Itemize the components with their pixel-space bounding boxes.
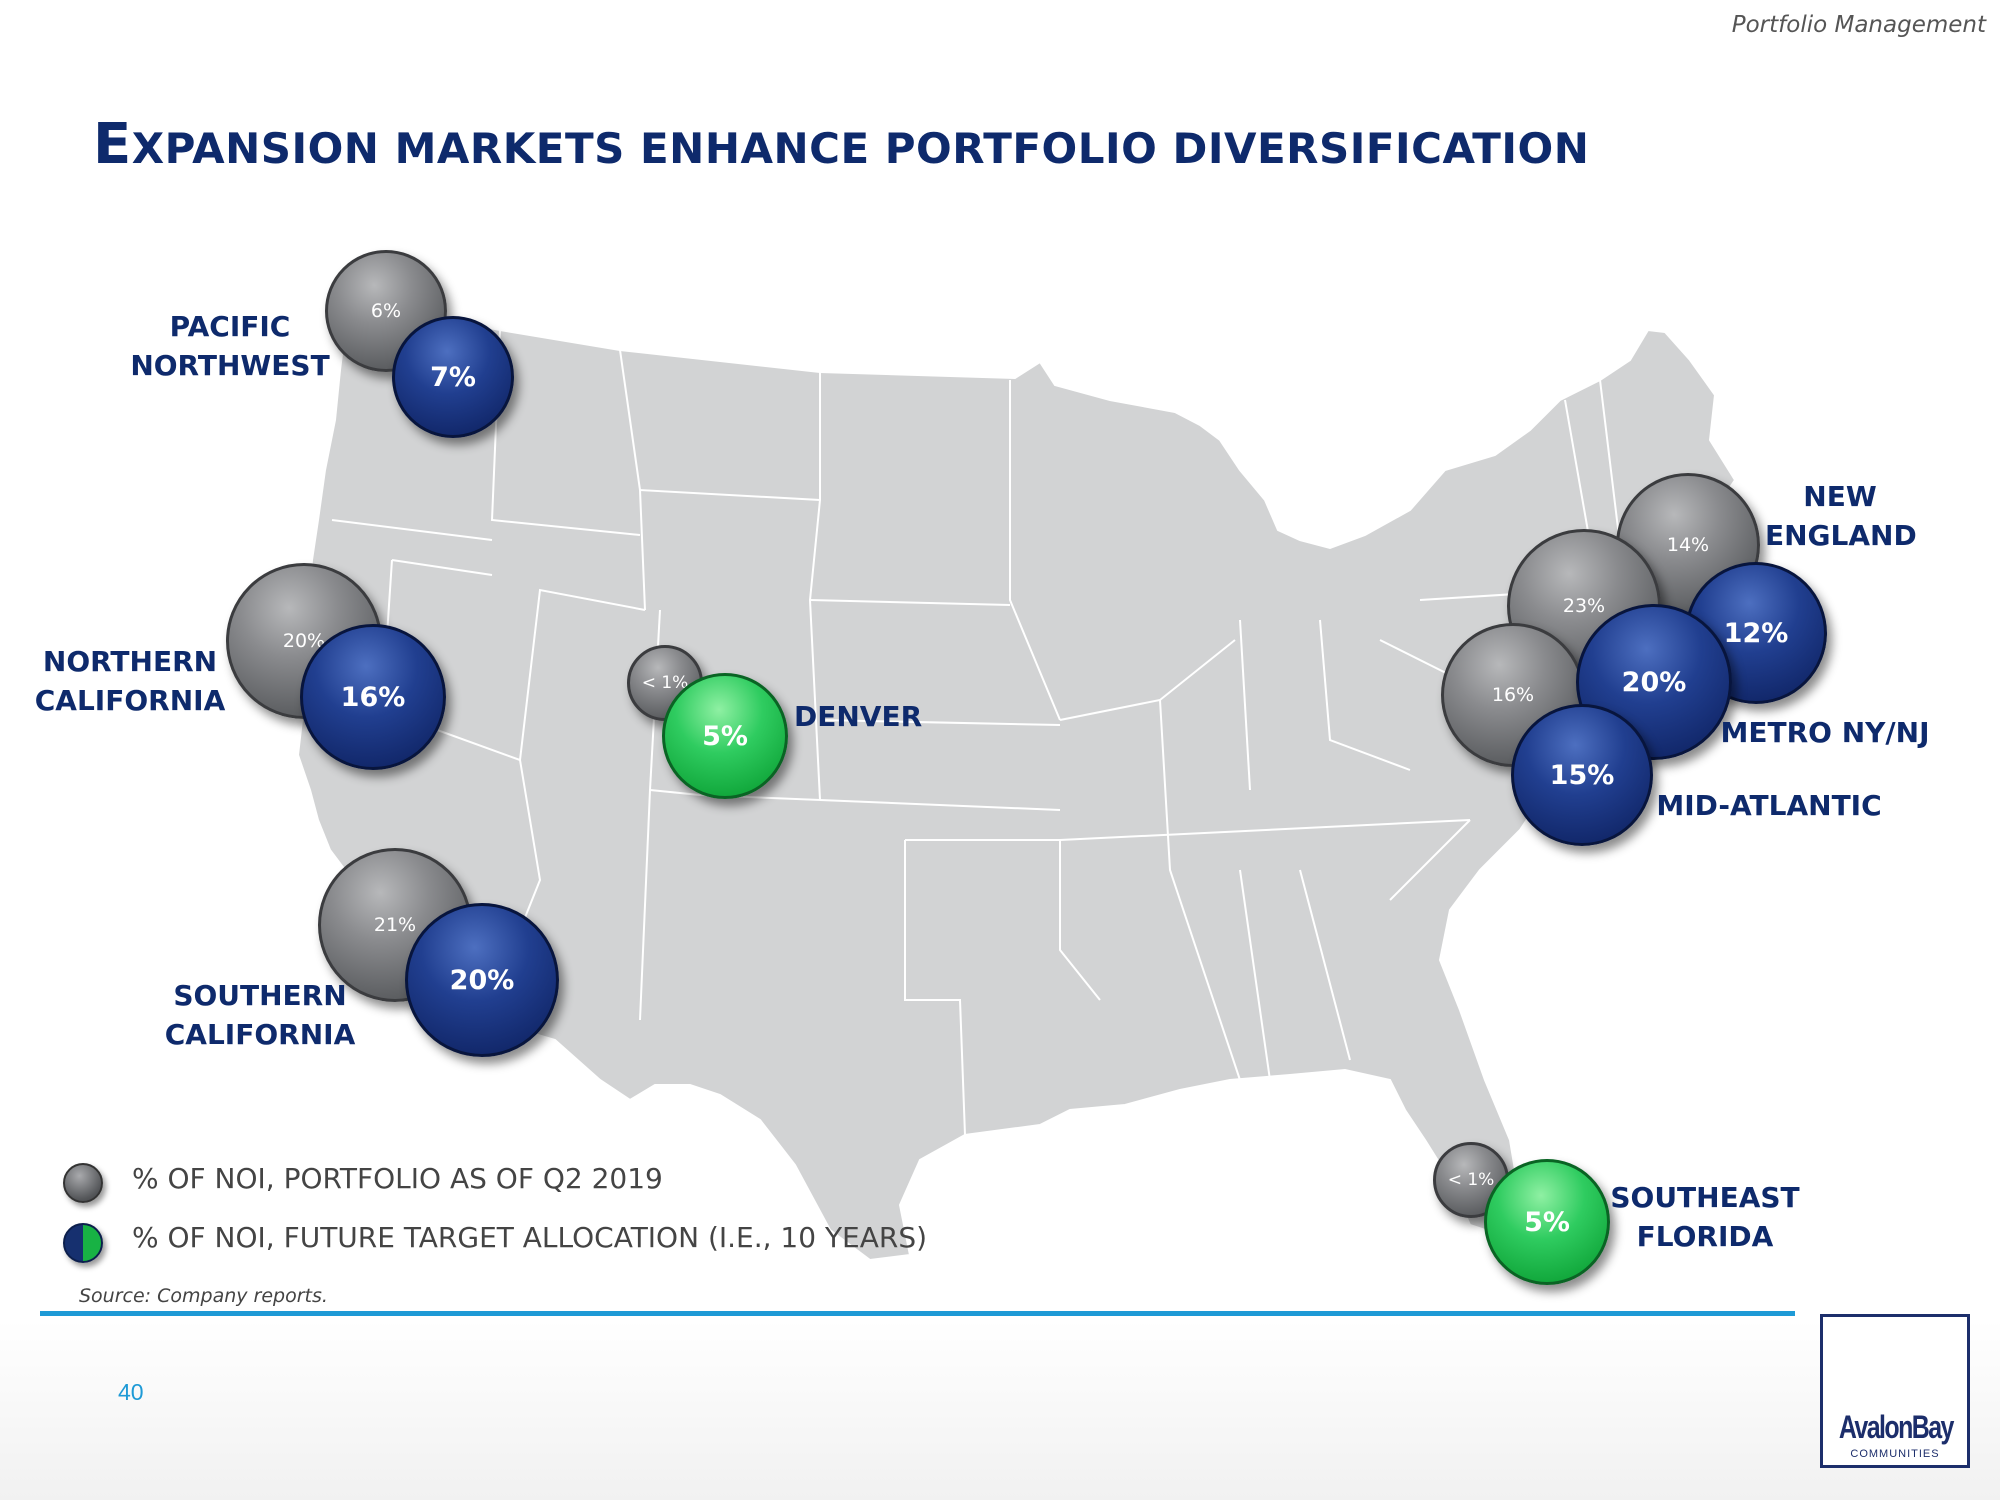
title-first-letter: E	[93, 112, 132, 177]
southern-california-label: SOUTHERN CALIFORNIA	[150, 976, 370, 1054]
northern-california-label: NORTHERN CALIFORNIA	[30, 642, 230, 720]
mid-atlantic-label-line1: MID-ATLANTIC	[1656, 789, 1882, 822]
logo-name: AvalonBay	[1838, 1409, 1955, 1445]
northern-california-target-bubble: 16%	[300, 624, 446, 770]
denver-label-line1: DENVER	[794, 700, 923, 733]
pacific-northwest-target-bubble: 7%	[392, 316, 514, 438]
southeast-florida-label-line1: SOUTHEAST	[1610, 1181, 1800, 1214]
southern-california-label-line2: CALIFORNIA	[164, 1018, 356, 1051]
northern-california-label-line2: CALIFORNIA	[34, 684, 226, 717]
new-england-label: NEW ENGLAND	[1765, 477, 1917, 555]
southeast-florida-label: SOUTHEAST FLORIDA	[1610, 1178, 1800, 1256]
northern-california-label-line1: NORTHERN	[42, 645, 218, 678]
southeast-florida-label-line2: FLORIDA	[1636, 1220, 1774, 1253]
new-england-label-line2: ENGLAND	[1765, 519, 1917, 552]
legend-target-icon	[63, 1223, 103, 1263]
legend-target-text: % OF NOI, FUTURE TARGET ALLOCATION (I.E.…	[132, 1221, 928, 1254]
denver-label: DENVER	[794, 697, 934, 736]
logo-subtitle: COMMUNITIES	[1850, 1448, 1940, 1460]
legend-current-text: % OF NOI, PORTFOLIO AS OF Q2 2019	[132, 1162, 663, 1195]
southeast-florida-target-bubble: 5%	[1484, 1159, 1610, 1285]
page-number: 40	[118, 1379, 144, 1405]
page-title: EXPANSION MARKETS ENHANCE PORTFOLIO DIVE…	[93, 112, 1589, 177]
mid-atlantic-label: MID-ATLANTIC	[1654, 786, 1884, 825]
title-rest: XPANSION MARKETS ENHANCE PORTFOLIO DIVER…	[131, 124, 1590, 173]
pacific-northwest-label-line1: PACIFIC	[169, 310, 291, 343]
new-england-label-line1: NEW	[1803, 480, 1877, 513]
pacific-northwest-label: PACIFIC NORTHWEST	[120, 307, 340, 385]
footer-rule	[40, 1311, 1795, 1316]
mid-atlantic-target-bubble: 15%	[1511, 704, 1653, 846]
southern-california-label-line1: SOUTHERN	[173, 979, 347, 1012]
metro-ny-nj-label-line1: METRO NY/NJ	[1720, 716, 1930, 749]
pacific-northwest-label-line2: NORTHWEST	[130, 349, 330, 382]
section-header: Portfolio Management	[1731, 12, 1986, 38]
southern-california-target-bubble: 20%	[405, 903, 559, 1057]
metro-ny-nj-label: METRO NY/NJ	[1720, 713, 1930, 752]
state-borders	[331, 329, 1621, 1136]
legend-current-icon	[63, 1163, 103, 1203]
company-logo: AvalonBay COMMUNITIES	[1820, 1314, 1970, 1468]
pacific-northwest-current-bubble: 6%	[325, 250, 447, 372]
source-note: Source: Company reports.	[79, 1285, 328, 1307]
denver-target-bubble: 5%	[662, 673, 788, 799]
